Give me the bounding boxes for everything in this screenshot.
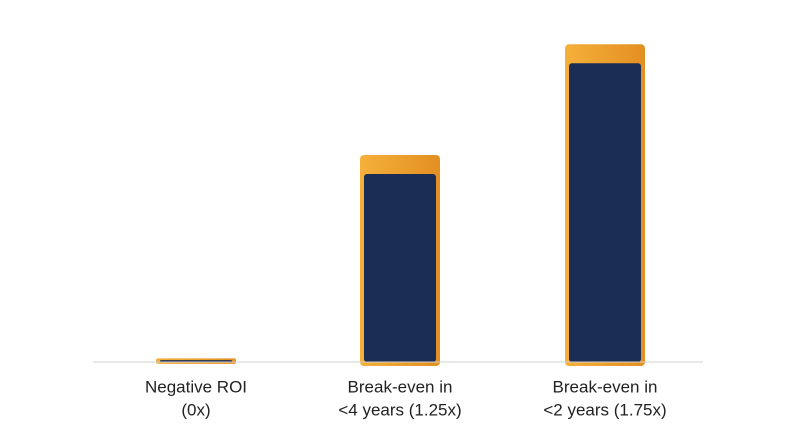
bar <box>360 155 440 366</box>
bar <box>156 358 236 364</box>
x-tick-label: Break-even in <box>348 377 453 396</box>
bar-body <box>569 63 641 362</box>
bar-body <box>364 174 436 362</box>
bar <box>565 44 645 366</box>
x-tick-label: <4 years (1.25x) <box>338 400 461 419</box>
x-tick-label: <2 years (1.75x) <box>543 400 666 419</box>
x-tick-label: Negative ROI <box>145 377 247 396</box>
x-tick-label: Break-even in <box>553 377 658 396</box>
x-tick-label: (0x) <box>181 400 210 419</box>
